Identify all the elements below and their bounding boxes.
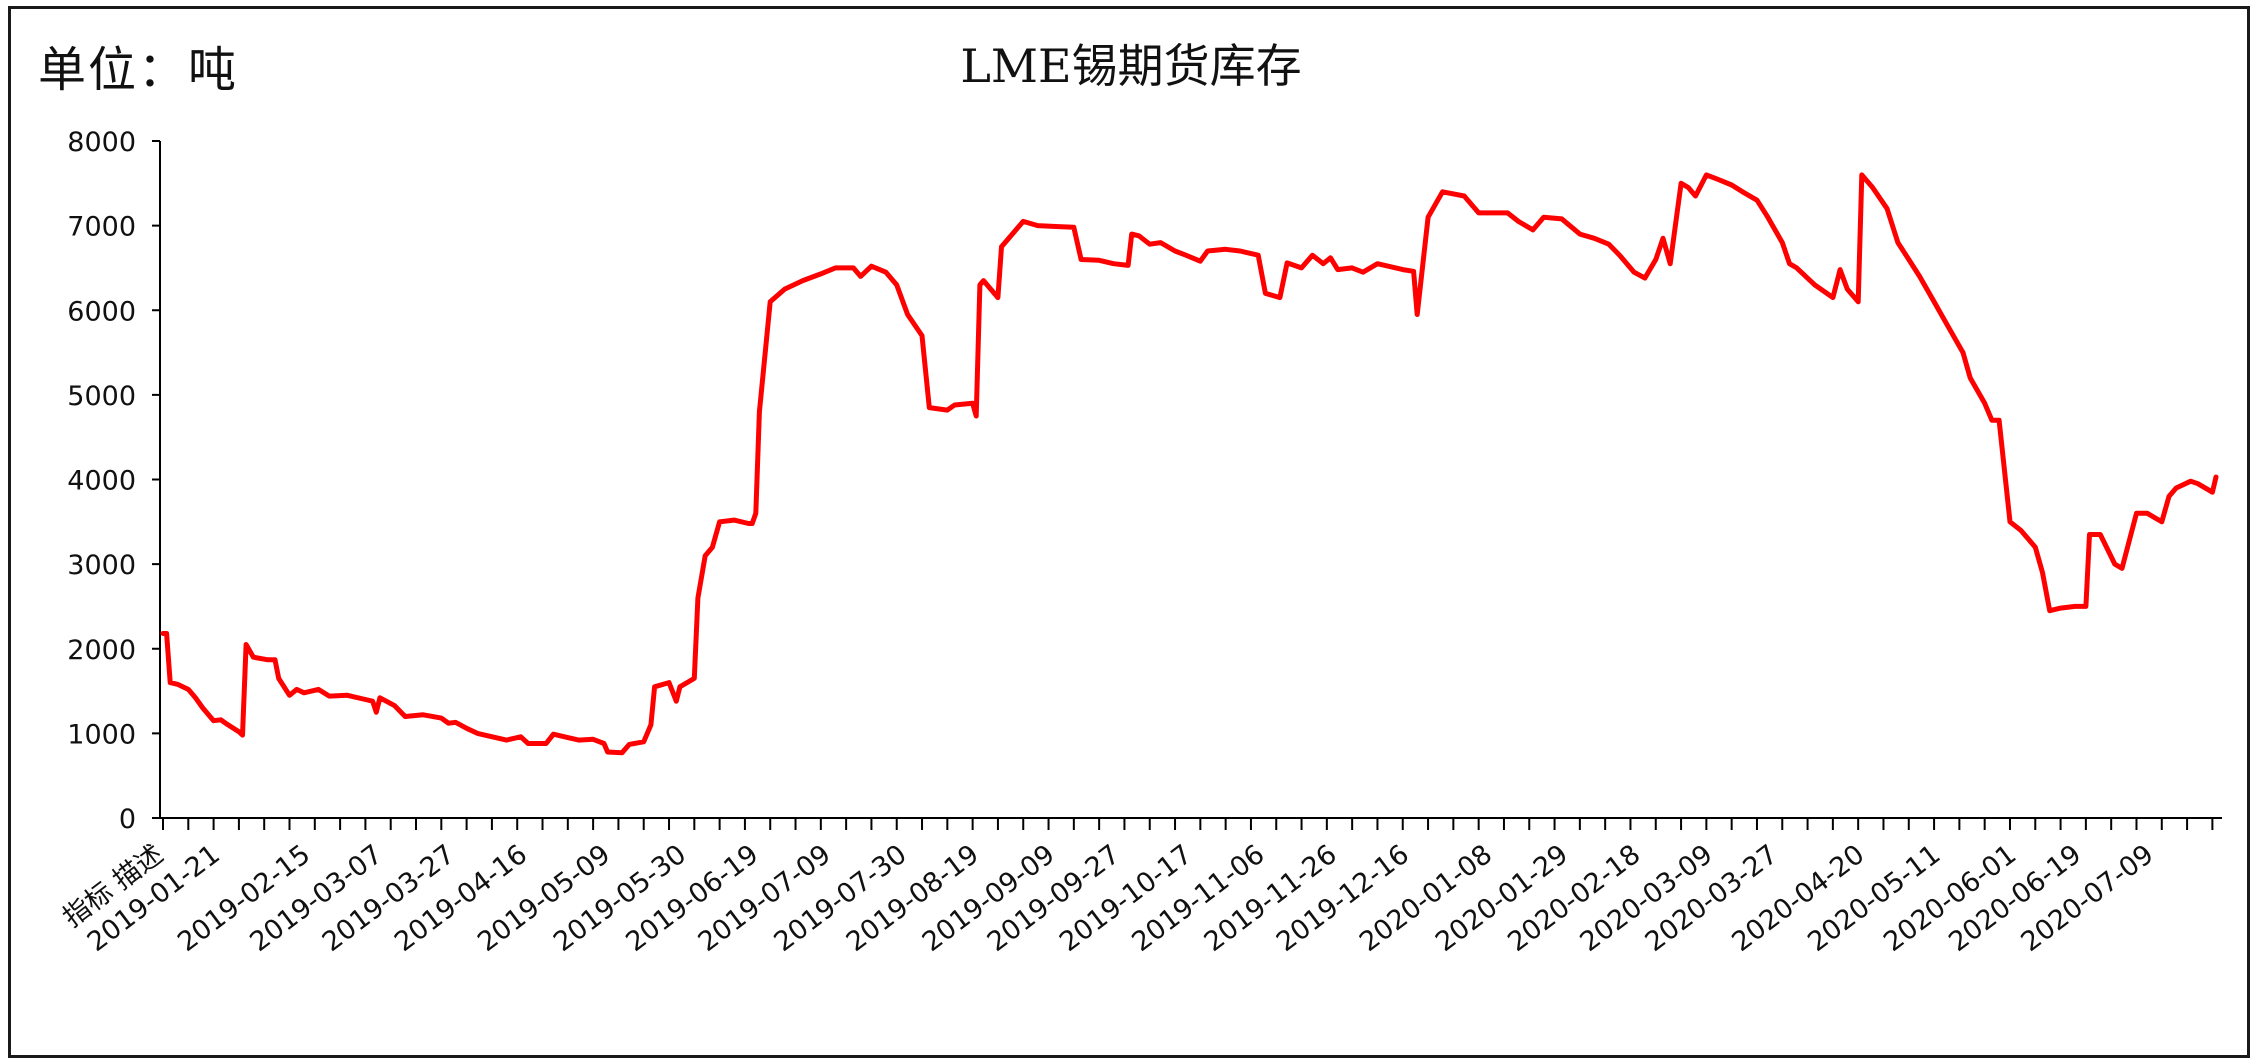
y-tick-label: 3000 (67, 550, 136, 581)
y-tick-label: 1000 (67, 719, 136, 750)
y-axis-ticks: 0 1000 2000 3000 4000 5000 6000 7000 8000 (67, 127, 160, 835)
y-tick-label: 2000 (67, 635, 136, 666)
y-tick-label: 6000 (67, 296, 136, 327)
y-tick-label: 7000 (67, 212, 136, 243)
y-tick-label: 5000 (67, 381, 136, 412)
axes (159, 141, 2222, 819)
y-tick-label: 8000 (67, 127, 136, 158)
series-group (160, 172, 2219, 756)
chart-title: LME锡期货库存 (960, 39, 1302, 93)
x-axis-ticks: 指标 描述2019-01-212019-02-152019-03-072019-… (57, 818, 2214, 958)
series-line (160, 172, 2219, 756)
y-tick-label: 4000 (67, 466, 136, 497)
chart-frame (8, 6, 2250, 1058)
unit-label: 单位：吨 (38, 42, 239, 98)
y-tick-label: 0 (119, 804, 136, 835)
